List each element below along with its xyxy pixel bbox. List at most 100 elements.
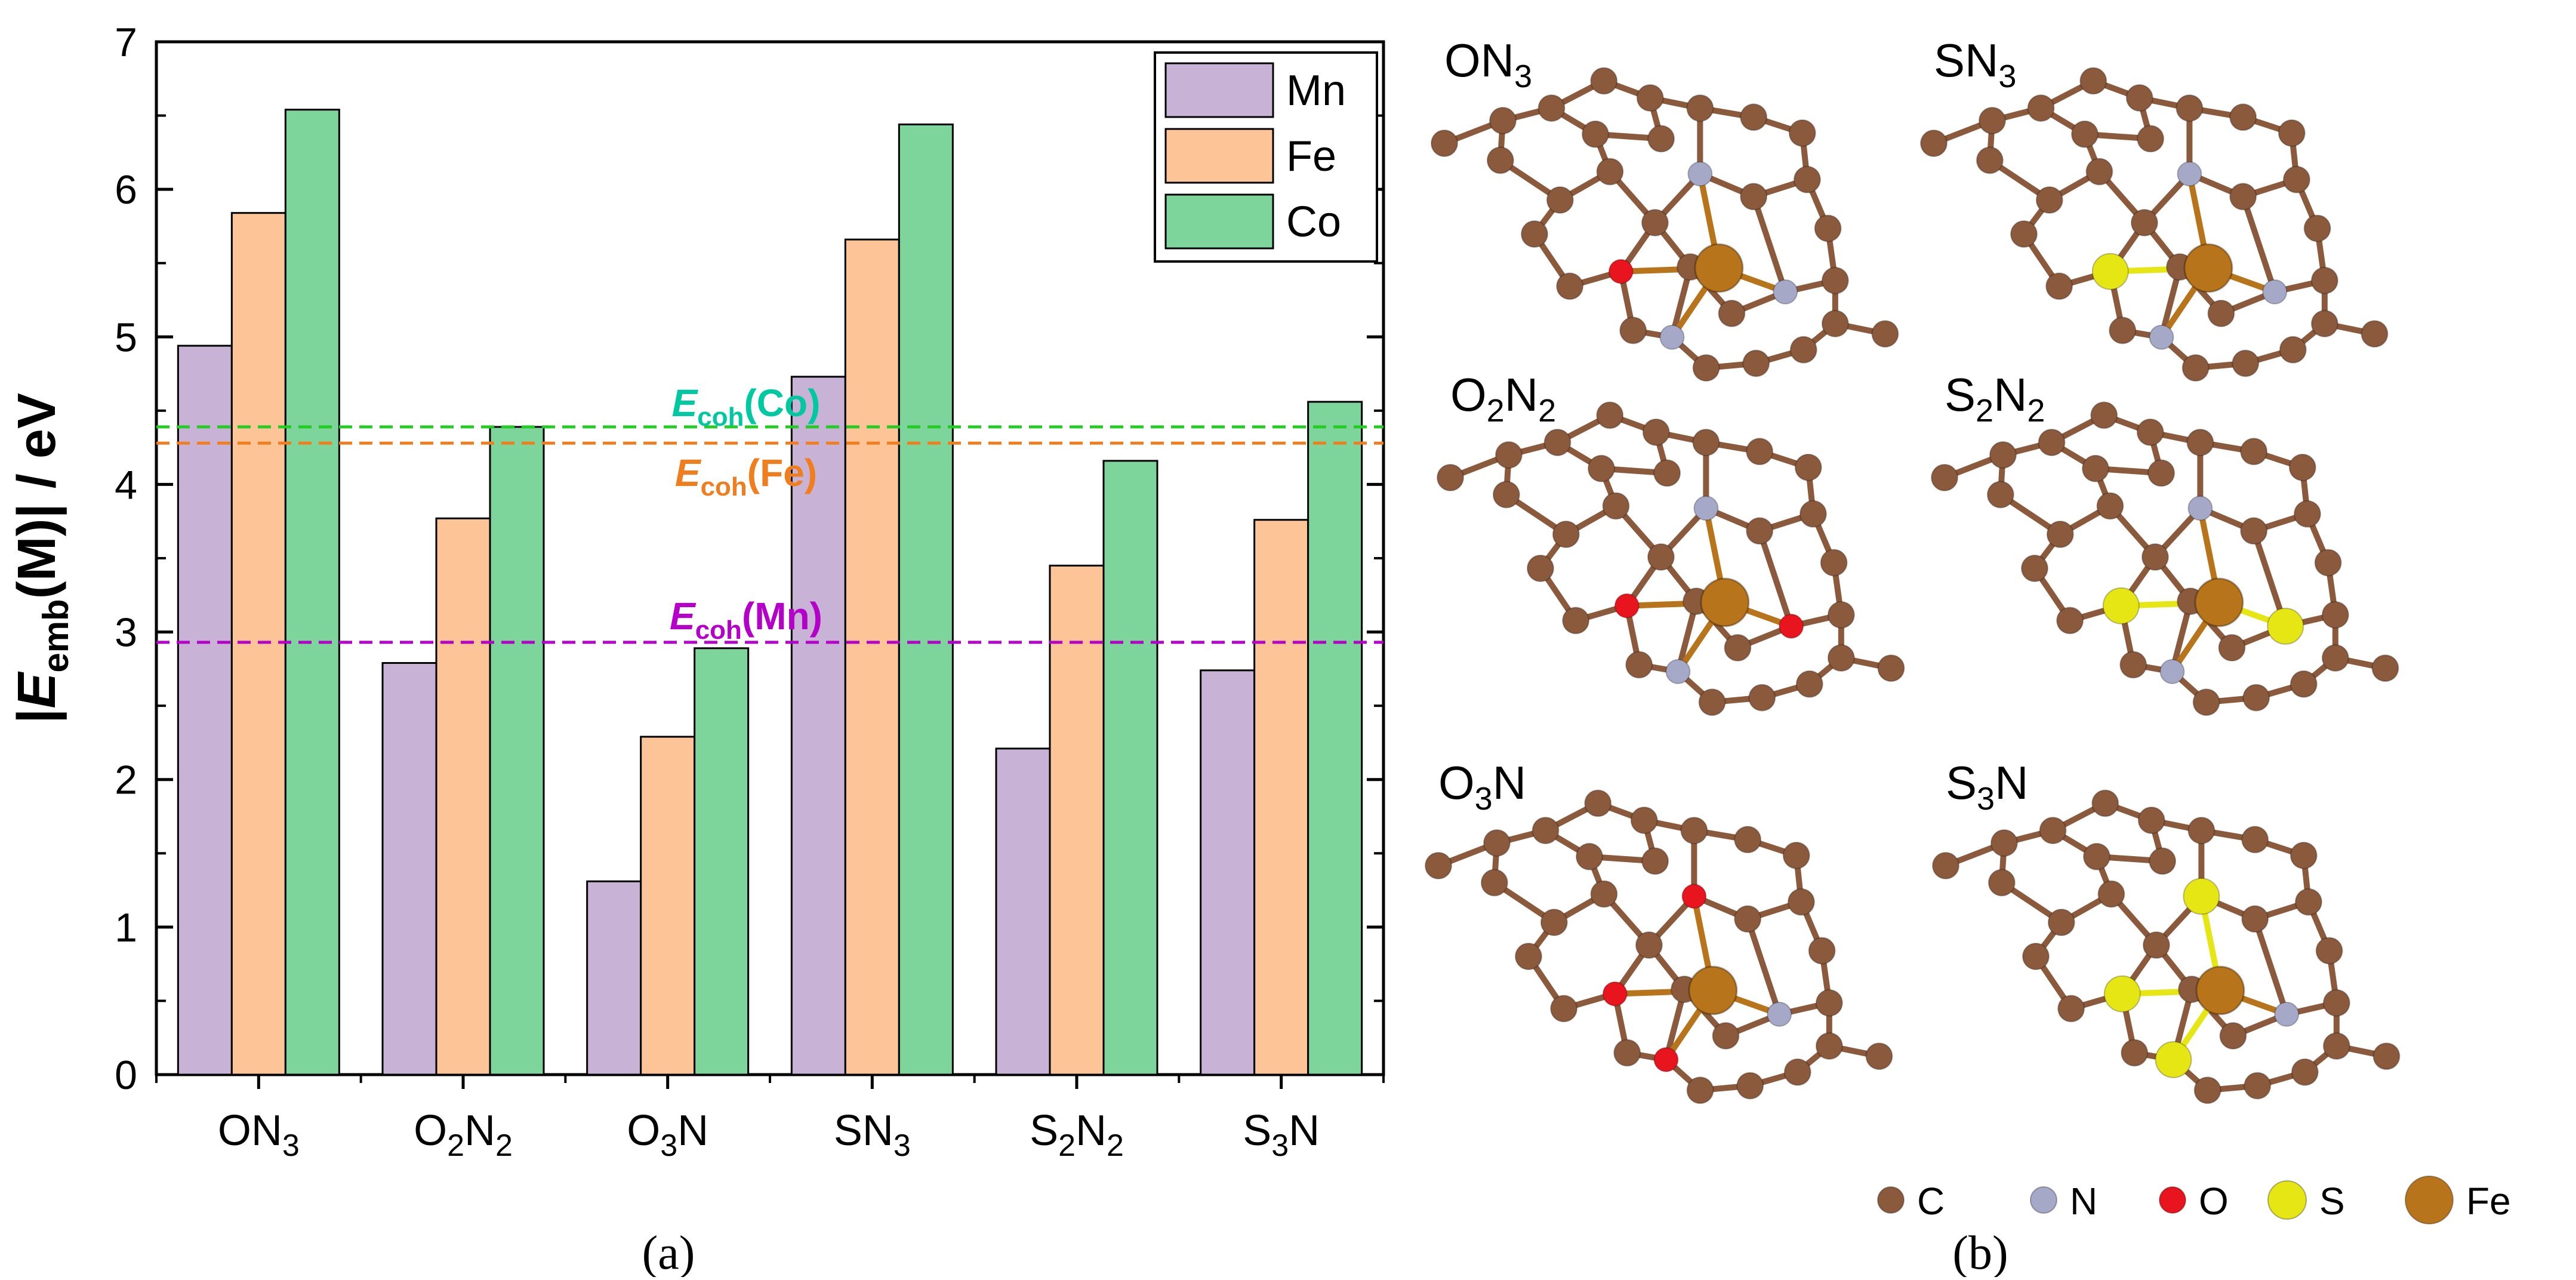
structure-o3n: O3N	[1425, 756, 1893, 1104]
x-tick-label-o3n: O3N	[627, 1107, 708, 1163]
atom-c	[1871, 320, 1899, 348]
atom-c	[1748, 684, 1776, 712]
atom-c	[1526, 555, 1554, 582]
atom-c	[2290, 670, 2318, 698]
atom-c	[1619, 316, 1647, 344]
structure-s3n: S3N	[1932, 756, 2401, 1104]
bar-co-sn3	[898, 123, 954, 1076]
atom-c	[2090, 401, 2118, 429]
atom-c	[1587, 454, 1615, 482]
atom-c	[2294, 888, 2322, 916]
bond	[1757, 530, 1794, 627]
atom-c	[1556, 272, 1584, 300]
atom-c	[1635, 931, 1663, 959]
atom-c	[2119, 651, 2147, 679]
atom-c	[2046, 521, 2074, 548]
atom-c	[1483, 829, 1511, 857]
bond	[1751, 195, 1788, 293]
legend-label-fe: Fe	[1286, 133, 1336, 180]
atom-c	[1865, 1042, 1893, 1070]
y-tick-label: 3	[115, 610, 137, 656]
atom-o	[1602, 981, 1628, 1007]
atom-c	[1636, 84, 1664, 112]
atom-c	[1978, 107, 2006, 134]
atom-c	[2232, 349, 2260, 377]
atom-c	[1920, 130, 1948, 157]
atom-n	[1665, 659, 1691, 684]
atom-c	[2079, 67, 2107, 95]
atom-c	[1821, 266, 1849, 294]
atom-c	[2096, 492, 2124, 520]
y-tick-label: 4	[115, 462, 137, 507]
atom-c	[2149, 847, 2177, 875]
atom-c	[1877, 654, 1905, 682]
x-tick-label-s3n: S3N	[1243, 1107, 1320, 1163]
atom-c	[2322, 1032, 2350, 1060]
atom-c	[1734, 905, 1762, 933]
atom-c	[1489, 107, 1517, 134]
atom-c	[2291, 1058, 2319, 1086]
atom-c	[2241, 905, 2269, 933]
bond	[2240, 195, 2278, 293]
atom-c	[2141, 543, 2169, 571]
atom-c	[1596, 401, 1624, 429]
atom-c	[2310, 310, 2338, 338]
structure-panel: ON3 SN3 O2N2 S2N2 O3N S3N	[1425, 34, 2401, 1104]
atom-c	[1514, 943, 1542, 970]
atom-c	[1931, 464, 1958, 491]
atom-c	[2207, 300, 2235, 327]
bar-mn-on3	[177, 344, 233, 1076]
atom-legend-o-label: O	[2199, 1180, 2229, 1223]
atom-c	[1827, 644, 1855, 672]
atom-c	[1787, 888, 1815, 916]
atom-c	[1990, 829, 2018, 857]
y-tick-label: 1	[115, 905, 137, 950]
atom-c	[2240, 517, 2268, 545]
ref-label-fe: Ecoh(Fe)	[675, 451, 817, 501]
atom-c	[1718, 300, 1746, 327]
atom-c	[2085, 158, 2113, 186]
atom-c	[2039, 817, 2067, 845]
atom-c	[2181, 354, 2210, 382]
atom-c	[2047, 909, 2075, 936]
atom-c	[2290, 841, 2318, 869]
atom-c	[1740, 183, 1768, 211]
atom-legend: C N O S Fe	[1877, 1176, 2511, 1224]
atom-c	[2070, 120, 2099, 148]
bar-fe-sn3	[844, 238, 900, 1076]
atom-c	[2315, 937, 2343, 965]
atom-c	[1794, 453, 1822, 481]
x-tick-label-on3: ON3	[218, 1107, 300, 1163]
legend-swatch-fe	[1164, 128, 1274, 184]
atom-c	[2242, 684, 2270, 712]
atom-c	[2010, 220, 2038, 248]
atom-c	[2229, 183, 2257, 211]
atom-c	[2371, 654, 2399, 682]
atom-c	[2130, 209, 2158, 236]
y-axis-label: |Eemb(M)| / eV	[7, 393, 76, 724]
atom-fe	[1700, 577, 1750, 627]
atom-c	[2082, 842, 2110, 870]
atom-c	[2240, 438, 2268, 466]
atom-c	[2278, 119, 2306, 147]
structure-label-o2n2: O2N2	[1450, 368, 1556, 429]
atom-c	[1746, 438, 1774, 466]
atom-c	[2137, 807, 2165, 834]
atom-o	[1614, 593, 1640, 619]
bar-co-on3	[284, 109, 340, 1076]
y-tick-label: 2	[115, 758, 137, 803]
atom-c	[2282, 165, 2310, 193]
atom-c	[1932, 852, 1959, 879]
atom-c	[2109, 316, 2137, 344]
atom-c	[2219, 1022, 2247, 1050]
atom-c	[2045, 272, 2073, 300]
atom-s	[2103, 975, 2141, 1013]
x-tick-label-sn3: SN3	[834, 1107, 911, 1163]
bar-chart: 0 1 2 3 4 5 6 7 |Eemb(M)| / eV ON3 O2N2 O3N SN3 S2N2 S…	[7, 20, 1385, 1163]
y-tick-label: 6	[115, 167, 137, 213]
structure-label-s2n2: S2N2	[1945, 368, 2045, 429]
atom-c	[1653, 459, 1681, 487]
atom-fe	[2195, 965, 2245, 1016]
atom-c	[2121, 1039, 2149, 1067]
